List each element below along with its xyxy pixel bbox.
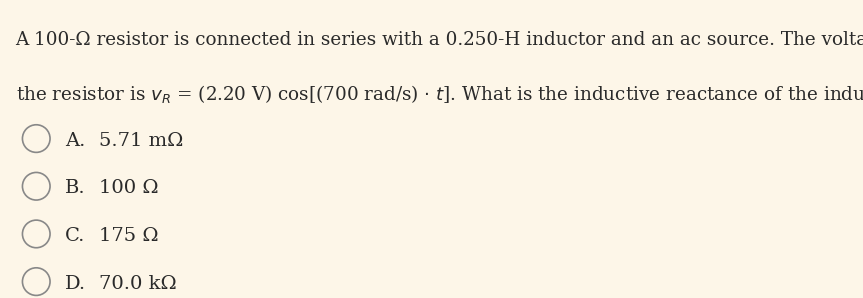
Text: A 100-Ω resistor is connected in series with a 0.250-H inductor and an ac source: A 100-Ω resistor is connected in series … xyxy=(16,31,863,49)
Text: B.: B. xyxy=(65,179,85,197)
Text: 175 Ω: 175 Ω xyxy=(99,227,159,245)
Text: A.: A. xyxy=(65,132,85,150)
Text: C.: C. xyxy=(65,227,85,245)
Text: 70.0 kΩ: 70.0 kΩ xyxy=(99,275,177,293)
Text: the resistor is $v_R$ = (2.20 V) cos[(700 rad/s) $\cdot$ $t$]. What is the induc: the resistor is $v_R$ = (2.20 V) cos[(70… xyxy=(16,83,863,105)
Text: 100 Ω: 100 Ω xyxy=(99,179,159,197)
Text: 5.71 mΩ: 5.71 mΩ xyxy=(99,132,184,150)
Text: D.: D. xyxy=(65,275,85,293)
